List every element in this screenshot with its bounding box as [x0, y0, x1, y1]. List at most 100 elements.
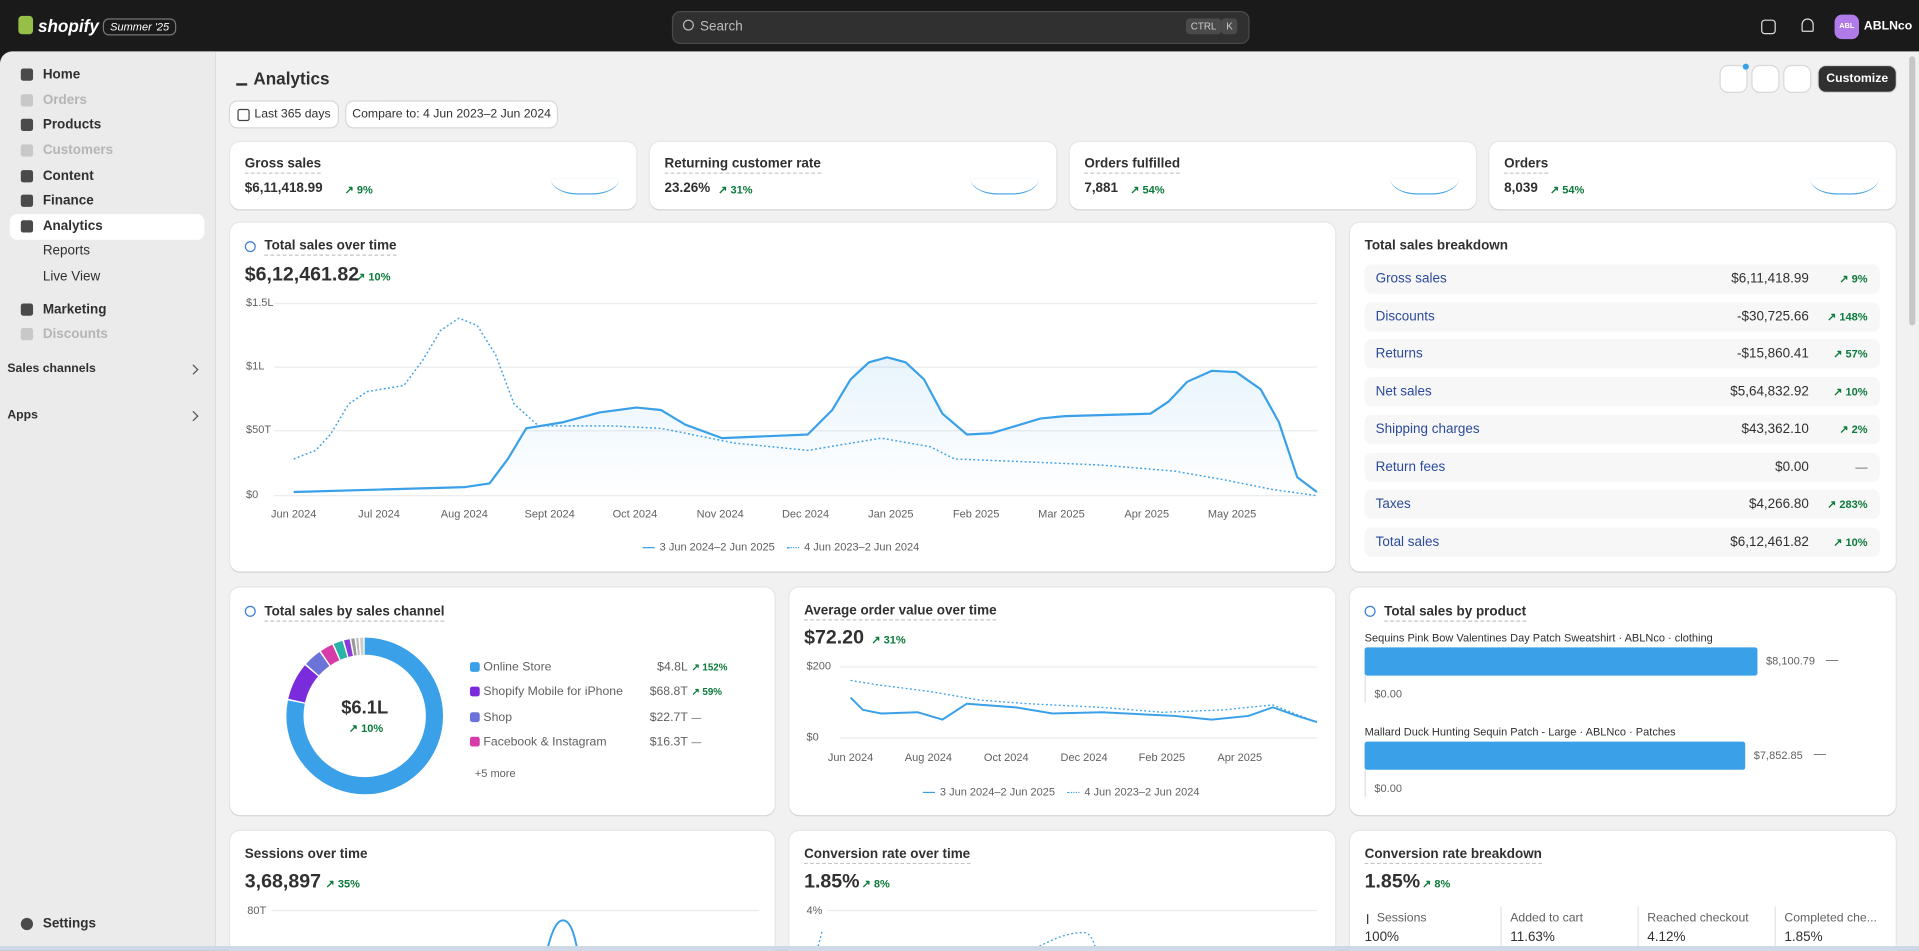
step-label: Added to cart: [1510, 911, 1584, 926]
y-tick-label: 80T: [247, 904, 267, 917]
row-label[interactable]: Total sales: [1375, 534, 1440, 550]
kpi-card: [649, 141, 1057, 210]
breakdown-row: Discounts -$30,725.66 148%: [1364, 301, 1880, 332]
more-link[interactable]: +5 more: [474, 767, 516, 780]
y-tick-label: $0: [245, 488, 259, 501]
card-title: Total sales over time: [264, 239, 397, 256]
change: 31%: [718, 184, 752, 197]
y-tick-label: $0: [806, 730, 819, 743]
sparkline: [970, 179, 1040, 195]
nav-section[interactable]: Apps: [7, 408, 38, 423]
nav-icon: [20, 194, 34, 207]
channel-name: Shopify Mobile for iPhone: [483, 685, 623, 700]
legend-swatch: [469, 711, 480, 722]
row-label[interactable]: Shipping charges: [1375, 421, 1480, 437]
nav-subitem[interactable]: Reports: [42, 243, 90, 259]
nav-item[interactable]: Analytics: [42, 219, 103, 234]
nav-item[interactable]: Customers: [42, 143, 114, 158]
legend-swatch: [642, 547, 655, 549]
change: 10%: [356, 270, 390, 283]
bar: [1364, 741, 1746, 770]
kpi-label: Orders: [1504, 157, 1549, 174]
change: 283%: [1821, 498, 1867, 511]
row-label[interactable]: Taxes: [1375, 497, 1411, 512]
nav-item[interactable]: Marketing: [42, 302, 107, 317]
calendar-icon: [237, 108, 250, 121]
x-tick-label: Nov 2024: [696, 507, 744, 521]
x-tick-label: Dec 2024: [781, 507, 830, 521]
current-line: [849, 696, 1318, 724]
shortcut-key: CTRL: [1185, 18, 1222, 35]
store-icon[interactable]: [1761, 19, 1776, 35]
x-tick-label: Aug 2024: [904, 751, 952, 764]
x-tick-label: Sept 2024: [524, 507, 575, 521]
change: 2%: [1821, 423, 1868, 436]
nav-item[interactable]: Settings: [42, 916, 96, 932]
change: 9%: [1821, 273, 1868, 286]
breakdown-row: Total sales $6,12,461.82 10%: [1364, 527, 1880, 557]
customize-button[interactable]: Customize: [1818, 66, 1896, 92]
page-title: Analytics: [253, 68, 330, 89]
x-tick-label: Mar 2025: [1038, 507, 1085, 521]
breakdown-row: Net sales $5,64,832.92 10%: [1364, 377, 1880, 407]
nav-icon: [20, 303, 34, 316]
row-label[interactable]: Net sales: [1375, 384, 1432, 400]
divider: [1774, 906, 1776, 951]
channel-value: $22.7T: [649, 710, 688, 725]
date-filter[interactable]: Last 365 days: [230, 101, 338, 128]
bell-icon[interactable]: [1801, 18, 1814, 32]
product-name: Sequins Pink Bow Valentines Day Patch Sw…: [1364, 631, 1713, 644]
step-value: 100%: [1364, 930, 1400, 945]
logo-mark: [18, 15, 34, 35]
area: [293, 357, 1317, 496]
change: 10%: [1821, 536, 1868, 549]
change: 8%: [862, 878, 890, 891]
nav-item[interactable]: Finance: [42, 193, 94, 209]
current-line: [293, 356, 1318, 494]
y-tick-label: $1.5L: [245, 296, 274, 309]
breakdown-row: Taxes $4,266.80 283%: [1364, 489, 1880, 520]
icon-button[interactable]: [1752, 66, 1779, 92]
total-sales-card: [230, 222, 1336, 572]
x-tick-label: Apr 2025: [1217, 751, 1263, 764]
legend-swatch: [1067, 791, 1080, 794]
row-value: $6,12,461.82: [1730, 534, 1809, 550]
legend-label: 4 Jun 2023–2 Jun 2024: [1084, 785, 1200, 798]
kpi-label: Gross sales: [244, 157, 322, 174]
nav-item[interactable]: Home: [42, 67, 81, 82]
card-title: Conversion rate breakdown: [1364, 847, 1542, 865]
change: 8%: [1422, 878, 1450, 891]
channel-value: $16.3T: [649, 735, 688, 749]
nav-subitem[interactable]: Live View: [42, 269, 101, 284]
step-value: 11.63%: [1510, 930, 1555, 945]
channel-name: Online Store: [483, 660, 552, 675]
search-box[interactable]: [671, 11, 1250, 45]
change: —: [1855, 460, 1868, 475]
legend-label: 3 Jun 2024–2 Jun 2025: [939, 785, 1056, 798]
nav-item[interactable]: Products: [42, 117, 102, 133]
row-label[interactable]: Return fees: [1375, 459, 1446, 475]
kpi-card: [230, 141, 637, 210]
card-value: 3,68,897: [244, 871, 321, 893]
compare-filter[interactable]: Compare to: 4 Jun 2023–2 Jun 2024: [346, 101, 557, 128]
nav-item[interactable]: Content: [42, 168, 94, 184]
row-label[interactable]: Returns: [1375, 346, 1423, 362]
bar-value: $7,852.85: [1753, 748, 1803, 762]
card-value: $72.20: [804, 627, 864, 649]
change: 10%: [1821, 386, 1868, 399]
legend-label: 3 Jun 2024–2 Jun 2025: [659, 540, 775, 554]
badge: Summer '25: [102, 18, 177, 36]
row-label[interactable]: Discounts: [1375, 309, 1435, 324]
legend-label: 4 Jun 2023–2 Jun 2024: [804, 540, 920, 554]
nav-section[interactable]: Sales channels: [7, 362, 96, 376]
channel-name: Shop: [483, 710, 513, 725]
nav-item[interactable]: Orders: [42, 93, 87, 108]
nav-item[interactable]: Discounts: [42, 326, 108, 342]
sparkline: [550, 179, 620, 195]
card-title: Total sales breakdown: [1364, 238, 1508, 254]
icon-button[interactable]: [1720, 66, 1747, 92]
icon-button[interactable]: [1784, 66, 1811, 92]
row-label[interactable]: Gross sales: [1375, 271, 1447, 287]
